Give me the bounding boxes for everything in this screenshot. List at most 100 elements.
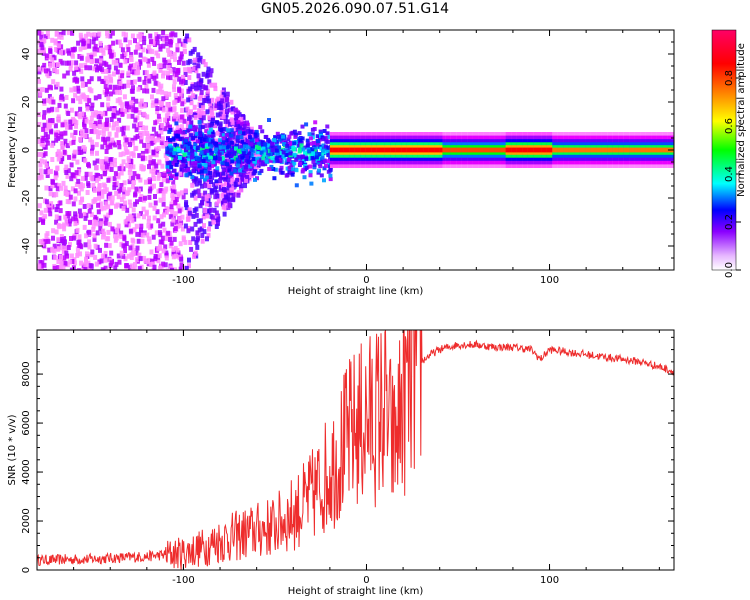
heatmap-cell bbox=[225, 97, 229, 102]
y-tick-label: 0 bbox=[21, 147, 32, 153]
heatmap-cell bbox=[171, 254, 176, 260]
heatmap-cell bbox=[115, 110, 120, 116]
heatmap-cell bbox=[222, 109, 226, 115]
heatmap-cell bbox=[198, 133, 203, 137]
heatmap-cell bbox=[297, 131, 302, 136]
heatmap-cell bbox=[285, 173, 290, 177]
heatmap-cell bbox=[84, 171, 89, 177]
heatmap-cell bbox=[195, 244, 200, 250]
heatmap-cell bbox=[232, 140, 237, 146]
heatmap-cell bbox=[145, 232, 150, 238]
heatmap-cell bbox=[153, 101, 158, 107]
heatmap-cell bbox=[142, 79, 147, 85]
heatmap-cell bbox=[222, 211, 227, 217]
heatmap-cell bbox=[51, 179, 55, 185]
heatmap-cell bbox=[104, 45, 109, 51]
heatmap-cell bbox=[127, 187, 132, 193]
heatmap-cell bbox=[163, 153, 168, 158]
heatmap-cell bbox=[268, 158, 273, 163]
heatmap-cell bbox=[115, 228, 120, 234]
heatmap-cell bbox=[131, 213, 136, 219]
heatmap-cell bbox=[172, 79, 177, 85]
heatmap-cell bbox=[224, 180, 229, 186]
heatmap-cell bbox=[184, 173, 189, 178]
heatmap-cell bbox=[161, 221, 166, 227]
snr-frame bbox=[36, 329, 675, 571]
heatmap-cell bbox=[131, 184, 135, 190]
heatmap-cell bbox=[101, 79, 106, 84]
heatmap-cell bbox=[203, 179, 208, 185]
heatmap-cell bbox=[71, 216, 76, 222]
heatmap-cell bbox=[198, 139, 203, 144]
heatmap-cell bbox=[159, 105, 164, 111]
heatmap-cell bbox=[104, 242, 109, 248]
heatmap-cell bbox=[59, 86, 64, 92]
heatmap-cell bbox=[192, 57, 197, 63]
heatmap-cell bbox=[214, 183, 219, 189]
heatmap-cell bbox=[242, 172, 247, 178]
heatmap-cell bbox=[214, 210, 219, 216]
heatmap-cell bbox=[74, 170, 79, 176]
heatmap-cell bbox=[142, 111, 147, 117]
heatmap-cell bbox=[83, 242, 88, 248]
heatmap-cell bbox=[221, 127, 226, 132]
heatmap-cell bbox=[131, 175, 136, 181]
heatmap-cell bbox=[129, 255, 134, 260]
heatmap-cell bbox=[318, 129, 323, 134]
heatmap-cell bbox=[103, 140, 108, 145]
heatmap-cell bbox=[254, 138, 259, 143]
heatmap-cell bbox=[92, 35, 97, 41]
heatmap-cell bbox=[328, 173, 333, 178]
ridge-segment bbox=[357, 147, 361, 153]
heatmap-cell bbox=[55, 152, 60, 157]
heatmap-cell bbox=[181, 133, 186, 139]
heatmap-cell bbox=[322, 178, 326, 183]
heatmap-cell bbox=[148, 155, 153, 161]
heatmap-cell bbox=[240, 139, 245, 144]
heatmap-cell bbox=[143, 258, 148, 264]
heatmap-cell bbox=[37, 69, 42, 75]
heatmap-cell bbox=[72, 77, 77, 83]
heatmap-cell bbox=[151, 234, 156, 240]
heatmap-cell bbox=[99, 47, 104, 53]
heatmap-cell bbox=[166, 47, 171, 53]
heatmap-cell bbox=[122, 55, 127, 61]
heatmap-cell bbox=[43, 255, 48, 261]
heatmap-cell bbox=[290, 172, 295, 177]
heatmap-cell bbox=[43, 159, 47, 165]
heatmap-cell bbox=[91, 223, 96, 229]
heatmap-cell bbox=[209, 82, 214, 88]
heatmap-cell bbox=[245, 122, 250, 127]
heatmap-cell bbox=[38, 91, 43, 97]
heatmap-cell bbox=[230, 106, 235, 112]
heatmap-cell bbox=[319, 131, 323, 136]
heatmap-cell bbox=[123, 108, 128, 114]
heatmap-cell bbox=[274, 142, 279, 147]
heatmap-cell bbox=[324, 163, 328, 168]
heatmap-cell bbox=[202, 172, 207, 178]
heatmap-cell bbox=[106, 177, 111, 183]
heatmap-cell bbox=[73, 130, 78, 136]
heatmap-cell bbox=[93, 254, 98, 260]
heatmap-cell bbox=[69, 87, 74, 93]
heatmap-cell bbox=[160, 136, 165, 142]
heatmap-cell bbox=[138, 196, 143, 202]
heatmap-cell bbox=[72, 260, 77, 266]
heatmap-cell bbox=[127, 164, 132, 169]
heatmap-cell bbox=[83, 158, 88, 164]
heatmap-cell bbox=[291, 167, 296, 172]
heatmap-cell bbox=[185, 123, 190, 129]
heatmap-cell bbox=[117, 84, 122, 90]
heatmap-cell bbox=[171, 179, 176, 185]
heatmap-cell bbox=[121, 131, 126, 137]
heatmap-cell bbox=[107, 74, 112, 80]
heatmap-cell bbox=[162, 172, 167, 178]
heatmap-cell bbox=[92, 188, 97, 193]
heatmap-cell bbox=[207, 175, 212, 180]
heatmap-cell bbox=[137, 76, 142, 82]
heatmap-cell bbox=[203, 166, 208, 171]
heatmap-cell bbox=[92, 236, 97, 242]
heatmap-cell bbox=[106, 136, 111, 142]
heatmap-cell bbox=[206, 232, 211, 238]
heatmap-cell bbox=[203, 98, 208, 104]
